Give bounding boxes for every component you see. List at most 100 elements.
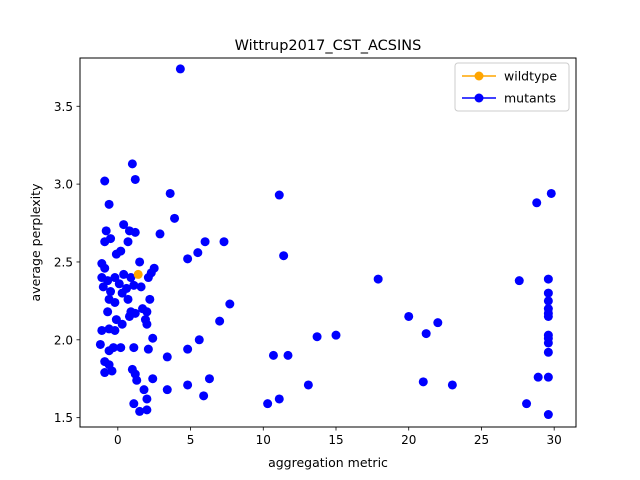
point-mutants xyxy=(142,405,152,415)
point-mutants xyxy=(200,237,210,247)
point-mutants xyxy=(98,282,108,292)
point-mutants xyxy=(155,229,165,239)
x-tick-label: 10 xyxy=(256,433,271,447)
x-axis: 0 5 10 15 20 25 30 xyxy=(114,427,562,447)
y-tick-label: 2.0 xyxy=(54,333,73,347)
point-mutants xyxy=(404,311,414,321)
y-tick-label: 1.5 xyxy=(54,411,73,425)
legend: wildtype mutants xyxy=(454,62,570,112)
point-mutants xyxy=(104,199,114,209)
point-mutants xyxy=(543,274,553,284)
point-mutants xyxy=(101,226,111,236)
point-mutants xyxy=(139,385,149,395)
point-mutants xyxy=(183,254,193,264)
point-mutants xyxy=(123,237,133,247)
point-mutants xyxy=(162,385,172,395)
point-mutants xyxy=(95,339,105,349)
point-mutants xyxy=(100,368,110,378)
y-tick-label: 3.0 xyxy=(54,178,73,192)
point-mutants xyxy=(514,276,524,286)
point-mutants xyxy=(543,296,553,306)
x-tick-label: 15 xyxy=(328,433,343,447)
legend-marker-wildtype xyxy=(474,71,484,81)
point-mutants xyxy=(543,372,553,382)
plot-frame xyxy=(79,57,577,428)
point-mutants xyxy=(279,251,289,261)
point-mutants xyxy=(433,318,443,328)
point-mutants xyxy=(522,399,532,409)
point-mutants xyxy=(116,343,126,353)
point-mutants xyxy=(119,269,129,279)
point-mutants xyxy=(135,257,145,267)
point-mutants xyxy=(103,276,113,286)
point-mutants xyxy=(268,350,278,360)
point-mutants xyxy=(183,344,193,354)
point-mutants xyxy=(447,380,457,390)
point-mutants xyxy=(117,288,127,298)
point-mutants xyxy=(110,273,120,283)
point-mutants xyxy=(215,316,225,326)
point-mutants xyxy=(130,174,140,184)
point-mutants xyxy=(110,297,120,307)
point-mutants xyxy=(543,288,553,298)
point-mutants xyxy=(129,280,139,290)
point-mutants xyxy=(143,344,153,354)
point-mutants xyxy=(132,375,142,385)
y-axis-label: average perplexity xyxy=(28,183,43,302)
point-mutants xyxy=(312,332,322,342)
point-mutants xyxy=(142,319,152,329)
x-tick-label: 20 xyxy=(401,433,416,447)
point-mutants xyxy=(532,198,542,208)
x-tick-label: 25 xyxy=(474,433,489,447)
point-mutants xyxy=(103,307,113,317)
point-mutants xyxy=(145,294,155,304)
point-mutants xyxy=(193,248,203,258)
y-tick-label: 3.5 xyxy=(54,100,73,114)
legend-label-wildtype: wildtype xyxy=(504,69,557,84)
point-mutants xyxy=(136,282,146,292)
point-mutants xyxy=(142,394,152,404)
legend-marker-mutants xyxy=(474,93,484,103)
point-wildtype xyxy=(133,269,143,279)
point-mutants xyxy=(123,294,133,304)
legend-box xyxy=(454,62,570,112)
points-layer xyxy=(95,64,556,420)
point-mutants xyxy=(183,380,193,390)
x-tick-label: 5 xyxy=(187,433,195,447)
point-mutants xyxy=(303,380,313,390)
point-mutants xyxy=(204,374,214,384)
point-mutants xyxy=(114,279,124,289)
point-mutants xyxy=(165,188,175,198)
point-mutants xyxy=(331,330,341,340)
point-mutants xyxy=(129,399,139,409)
point-mutants xyxy=(130,227,140,237)
point-mutants xyxy=(170,213,180,223)
x-tick-label: 30 xyxy=(547,433,562,447)
point-mutants xyxy=(421,329,431,339)
chart-title: Wittrup2017_CST_ACSINS xyxy=(235,38,422,54)
legend-label-mutants: mutants xyxy=(504,91,556,106)
point-mutants xyxy=(117,319,127,329)
point-mutants xyxy=(543,338,553,348)
point-mutants xyxy=(97,325,107,335)
point-mutants xyxy=(219,237,229,247)
point-mutants xyxy=(104,346,114,356)
point-mutants xyxy=(129,343,139,353)
point-mutants xyxy=(142,307,152,317)
point-mutants xyxy=(135,406,145,416)
point-mutants xyxy=(124,311,134,321)
point-mutants xyxy=(283,350,293,360)
point-mutants xyxy=(543,311,553,321)
x-tick-label: 0 xyxy=(114,433,122,447)
point-mutants xyxy=(127,159,137,169)
y-axis: 1.5 2.0 2.5 3.0 3.5 xyxy=(54,100,80,425)
point-mutants xyxy=(373,274,383,284)
point-mutants xyxy=(106,287,116,297)
point-mutants xyxy=(148,333,158,343)
point-mutants xyxy=(418,377,428,387)
point-mutants xyxy=(543,410,553,420)
point-mutants xyxy=(194,335,204,345)
point-mutants xyxy=(199,391,209,401)
point-mutants xyxy=(100,263,110,273)
